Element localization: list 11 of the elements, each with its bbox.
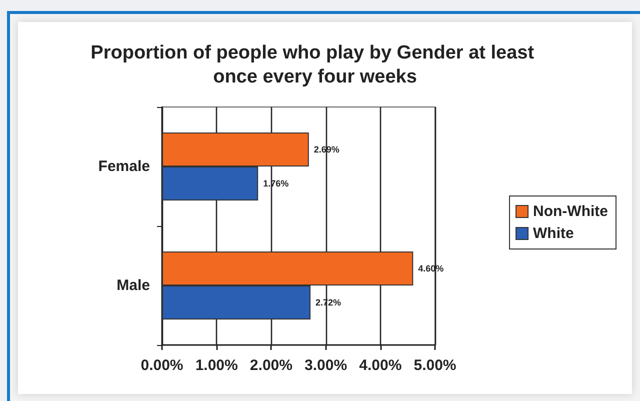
x-tick-label: 2.00% — [250, 357, 292, 374]
y-tick-label: Female — [98, 158, 150, 175]
legend-label: White — [533, 225, 574, 242]
x-tick-label: 3.00% — [304, 357, 348, 374]
legend-label: Non-White — [533, 203, 608, 220]
x-tick-label: 0.00% — [140, 357, 184, 374]
x-tick-label: 1.00% — [195, 357, 238, 374]
x-tick-label: 5.00% — [414, 357, 456, 374]
y-tick-label: Male — [116, 277, 150, 294]
chart-title: Proportion of people who play by Gender at least once every four weeks — [90, 42, 540, 88]
x-tick-label: 4.00% — [359, 357, 402, 374]
